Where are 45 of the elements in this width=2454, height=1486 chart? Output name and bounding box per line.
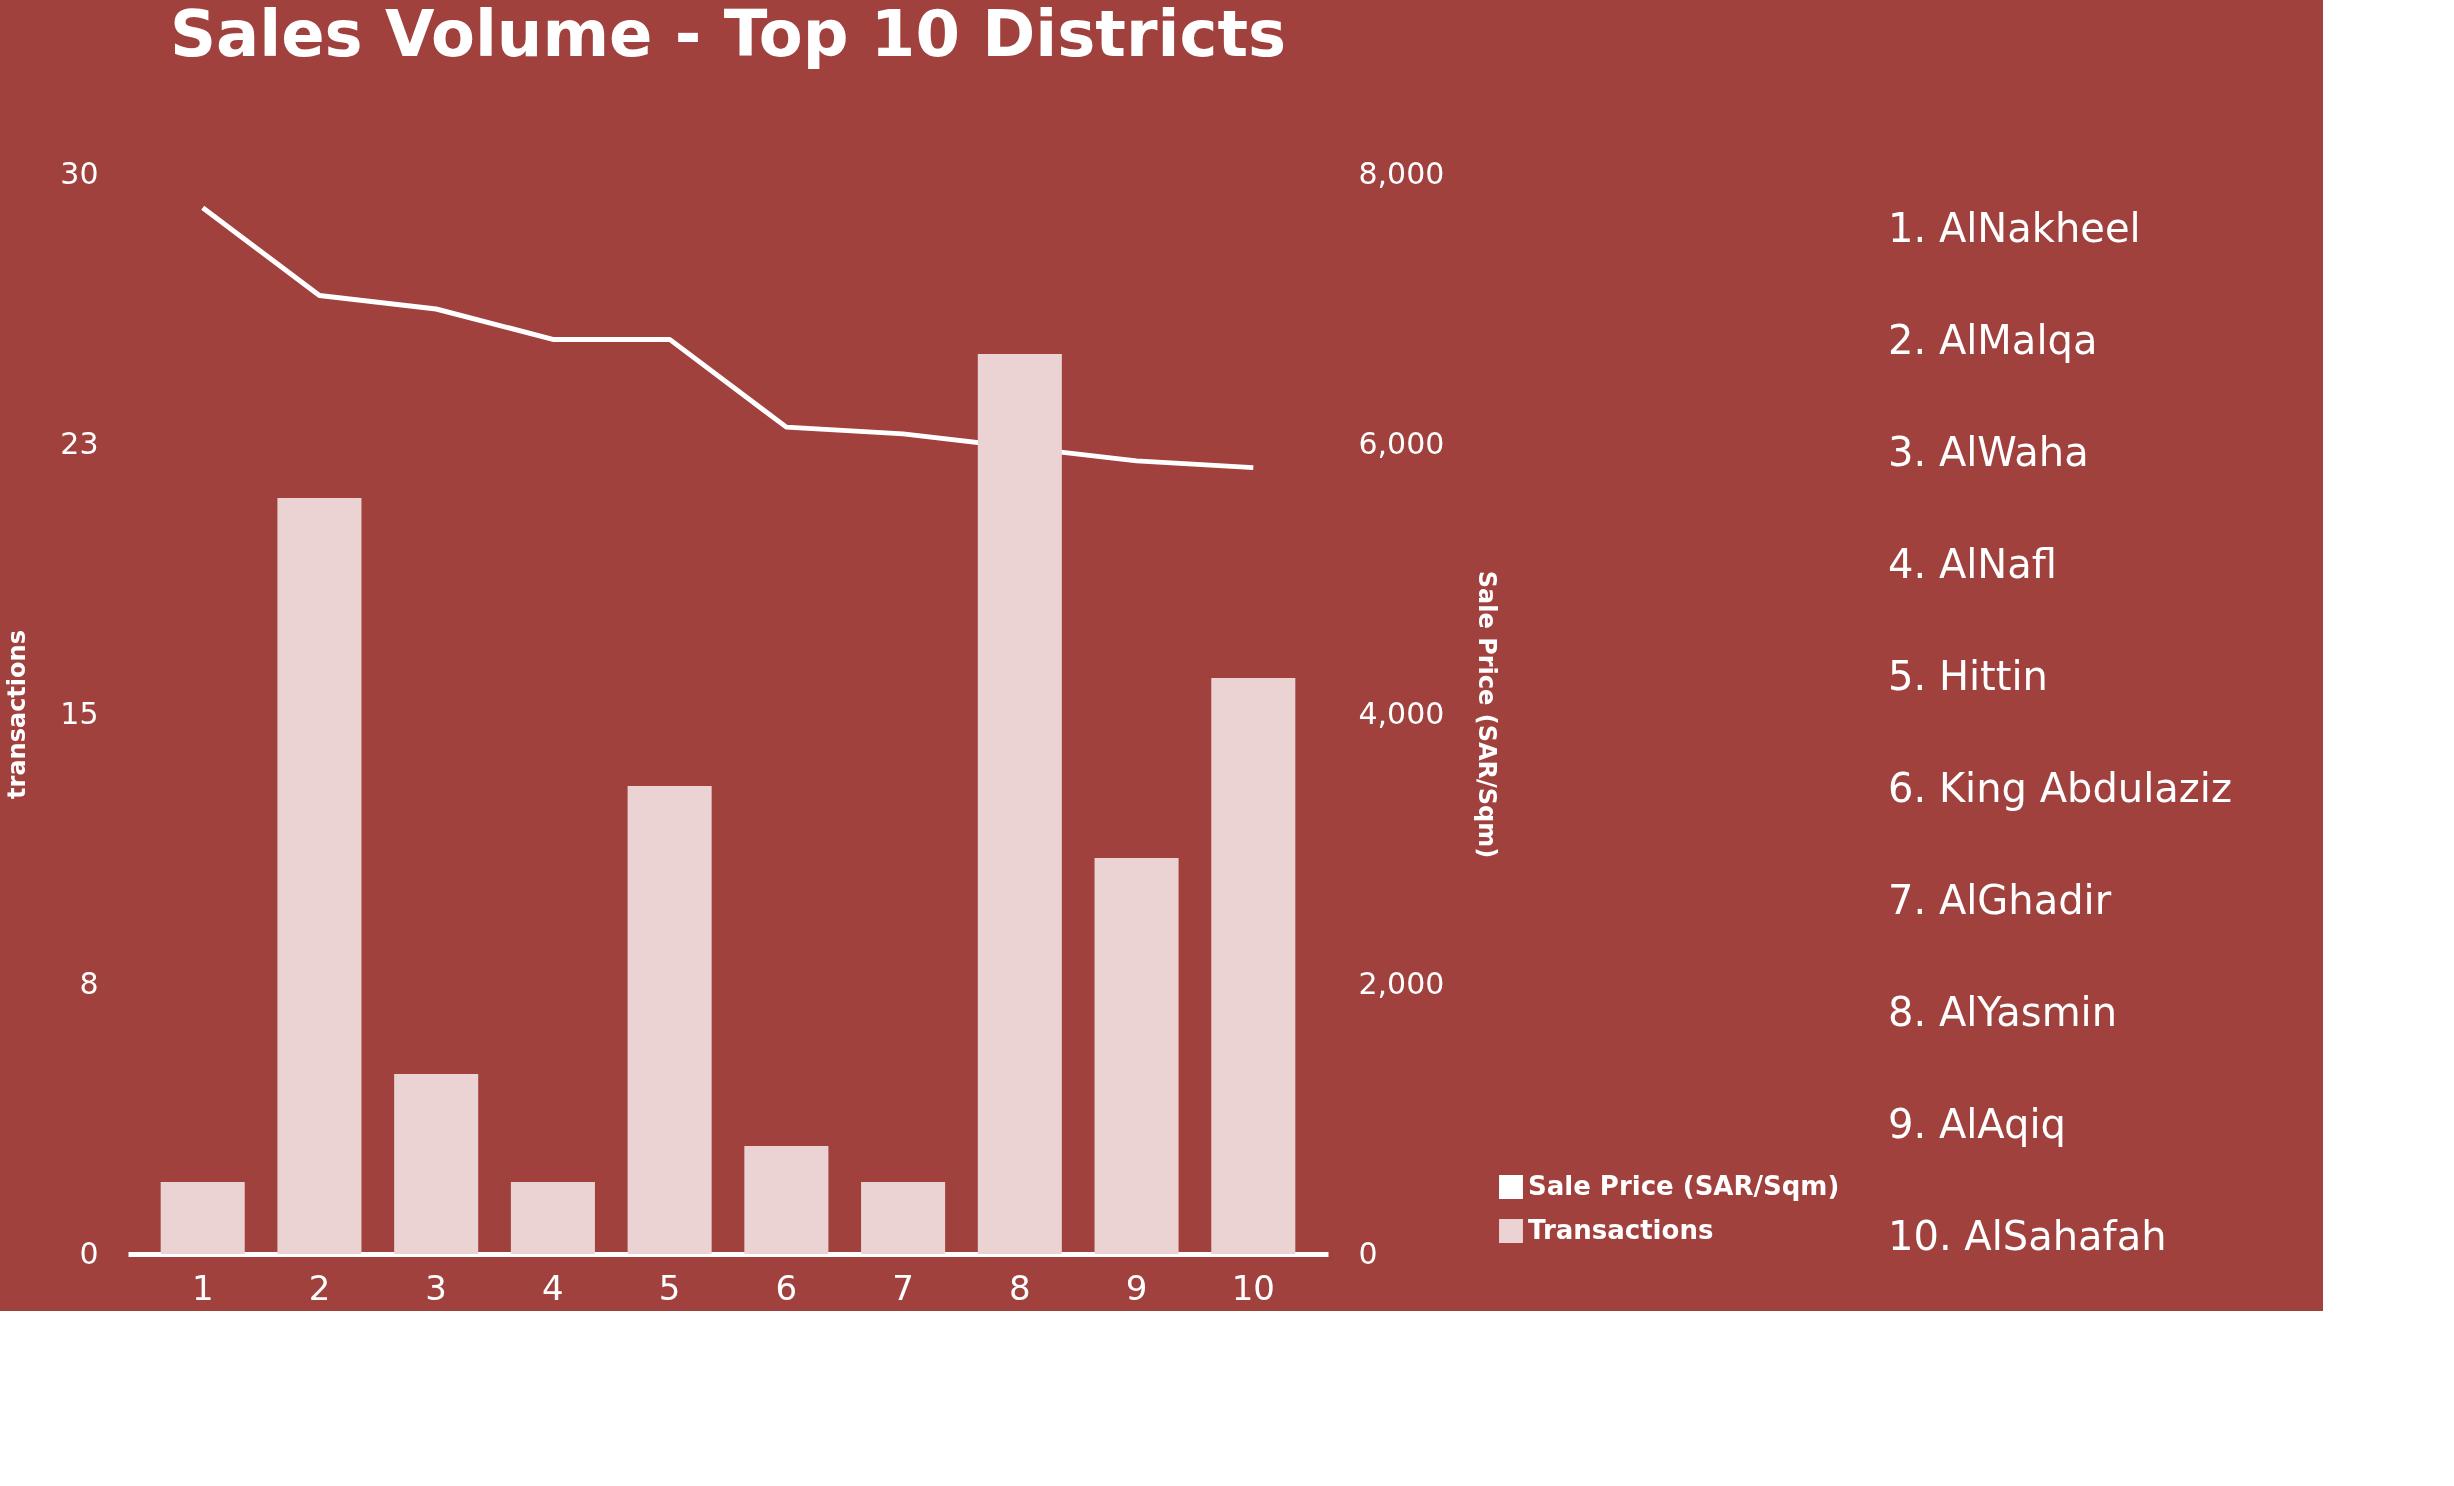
text: 2. AlMalqa: [1888, 317, 2098, 363]
y2-tick-label: 6,000: [1358, 425, 1445, 461]
x-tick-label: 10: [1231, 1267, 1275, 1308]
x-tick-label: 8: [1009, 1267, 1031, 1308]
bar: [861, 1182, 946, 1254]
x-tick-label: 9: [1125, 1267, 1148, 1308]
y2-tick-label: 2,000: [1358, 965, 1445, 1001]
y-tick-label: 8: [79, 965, 99, 1001]
text: 3. AlWaha: [1888, 429, 2089, 475]
y-tick-label: 15: [60, 695, 99, 731]
y-tick-label: 23: [60, 425, 99, 461]
x-tick-label: 7: [892, 1267, 914, 1308]
x-tick-label: 4: [542, 1267, 564, 1308]
chart-title: Sales Volume - Top 10 Districts: [169, 0, 1287, 71]
y-tick-label: 30: [60, 155, 99, 191]
bar: [277, 498, 362, 1254]
bar: [1094, 858, 1179, 1254]
x-tick-label: 3: [425, 1267, 447, 1308]
bar: [627, 786, 712, 1254]
bar: [160, 1182, 245, 1254]
x-tick-label: 1: [191, 1267, 214, 1308]
y-axis-title: transactions: [3, 630, 32, 799]
bar: [394, 1074, 479, 1254]
y2-tick-label: 0: [1358, 1235, 1378, 1271]
bar: [977, 354, 1062, 1254]
text: 10. AlSahafah: [1888, 1213, 2167, 1259]
text: 9. AlAqiq: [1888, 1101, 2066, 1147]
x-tick-label: 5: [658, 1267, 681, 1308]
text: 7. AlGhadir: [1888, 877, 2112, 923]
x-tick-label: 6: [775, 1267, 798, 1308]
text: 4. AlNafl: [1888, 541, 2057, 587]
text: 8. AlYasmin: [1888, 989, 2118, 1035]
text: 5. Hittin: [1888, 653, 2048, 699]
y-tick-label: 0: [79, 1235, 99, 1271]
text: 6. King Abdulaziz: [1888, 765, 2232, 811]
y2-axis-title: Sale Price (SAR/Sqm): [1473, 570, 1502, 859]
bar: [510, 1182, 595, 1254]
legend-label: Sale Price (SAR/Sqm): [1528, 1171, 1840, 1201]
bar: [744, 1146, 829, 1254]
x-tick-label: 2: [308, 1267, 331, 1308]
legend-label: Transactions: [1528, 1215, 1714, 1245]
text: 1. AlNakheel: [1888, 205, 2141, 251]
y2-tick-label: 8,000: [1358, 155, 1445, 191]
y2-tick-label: 4,000: [1358, 695, 1445, 731]
bar: [1211, 678, 1296, 1254]
